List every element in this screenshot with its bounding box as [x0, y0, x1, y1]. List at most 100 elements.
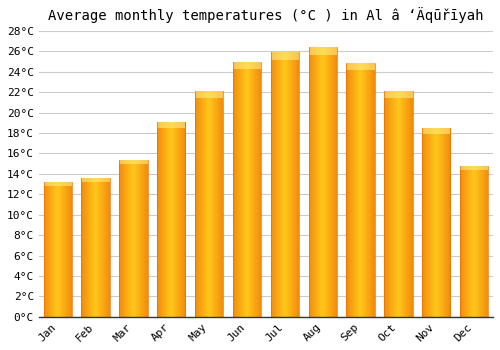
Bar: [137, 160, 138, 317]
Bar: [183, 122, 184, 317]
Bar: [184, 122, 185, 317]
Bar: [252, 62, 254, 317]
Bar: [427, 128, 428, 317]
Bar: [60, 182, 61, 317]
Bar: [123, 160, 124, 317]
Bar: [212, 91, 213, 317]
Bar: [423, 128, 424, 317]
Bar: [433, 128, 434, 317]
Bar: [236, 62, 237, 317]
Bar: [49, 182, 50, 317]
Bar: [87, 178, 88, 317]
Bar: [138, 160, 139, 317]
Bar: [121, 160, 122, 317]
Bar: [361, 63, 362, 317]
Bar: [234, 62, 235, 317]
Bar: [215, 91, 216, 317]
Bar: [52, 182, 53, 317]
Bar: [313, 47, 314, 317]
Bar: [173, 122, 174, 317]
Bar: [211, 91, 212, 317]
Bar: [321, 47, 322, 317]
Bar: [485, 166, 486, 317]
Bar: [346, 63, 347, 317]
Bar: [286, 52, 287, 317]
Bar: [119, 160, 120, 317]
Bar: [131, 160, 132, 317]
Bar: [256, 62, 258, 317]
Bar: [316, 47, 317, 317]
Bar: [241, 62, 242, 317]
Bar: [331, 47, 332, 317]
Bar: [56, 182, 57, 317]
Bar: [181, 122, 182, 317]
Bar: [140, 160, 141, 317]
Bar: [449, 128, 450, 317]
Bar: [136, 160, 137, 317]
Bar: [206, 91, 207, 317]
Bar: [222, 91, 223, 317]
Bar: [328, 47, 329, 317]
Bar: [125, 160, 126, 317]
Bar: [45, 182, 46, 317]
Bar: [223, 91, 224, 317]
Bar: [441, 128, 442, 317]
Bar: [279, 52, 280, 317]
Bar: [395, 91, 396, 317]
Bar: [243, 62, 244, 317]
Bar: [196, 91, 198, 317]
Bar: [199, 91, 200, 317]
Bar: [220, 91, 221, 317]
Bar: [356, 63, 357, 317]
Bar: [159, 122, 160, 317]
Bar: [438, 128, 439, 317]
Bar: [170, 122, 171, 317]
Bar: [255, 62, 256, 317]
Bar: [53, 182, 54, 317]
Bar: [44, 182, 72, 186]
Bar: [161, 122, 162, 317]
Bar: [195, 91, 196, 317]
Bar: [275, 52, 276, 317]
Bar: [359, 63, 360, 317]
Bar: [120, 160, 121, 317]
Bar: [487, 166, 488, 317]
Bar: [312, 47, 313, 317]
Bar: [285, 52, 286, 317]
Bar: [55, 182, 56, 317]
Bar: [283, 52, 284, 317]
Bar: [320, 47, 321, 317]
Bar: [47, 182, 48, 317]
Bar: [436, 128, 437, 317]
Bar: [364, 63, 365, 317]
Bar: [130, 160, 131, 317]
Bar: [466, 166, 467, 317]
Bar: [474, 166, 476, 317]
Bar: [157, 122, 158, 317]
Bar: [365, 63, 366, 317]
Bar: [288, 52, 289, 317]
Bar: [126, 160, 127, 317]
Bar: [399, 91, 400, 317]
Bar: [446, 128, 447, 317]
Bar: [219, 91, 220, 317]
Bar: [333, 47, 334, 317]
Bar: [92, 178, 94, 317]
Bar: [422, 128, 450, 134]
Bar: [430, 128, 431, 317]
Bar: [64, 182, 65, 317]
Bar: [242, 62, 243, 317]
Bar: [172, 122, 173, 317]
Bar: [165, 122, 166, 317]
Bar: [308, 47, 309, 317]
Bar: [201, 91, 202, 317]
Bar: [158, 122, 159, 317]
Bar: [62, 182, 63, 317]
Bar: [373, 63, 374, 317]
Bar: [442, 128, 443, 317]
Bar: [105, 178, 106, 317]
Bar: [168, 122, 169, 317]
Bar: [353, 63, 354, 317]
Bar: [282, 52, 283, 317]
Bar: [200, 91, 201, 317]
